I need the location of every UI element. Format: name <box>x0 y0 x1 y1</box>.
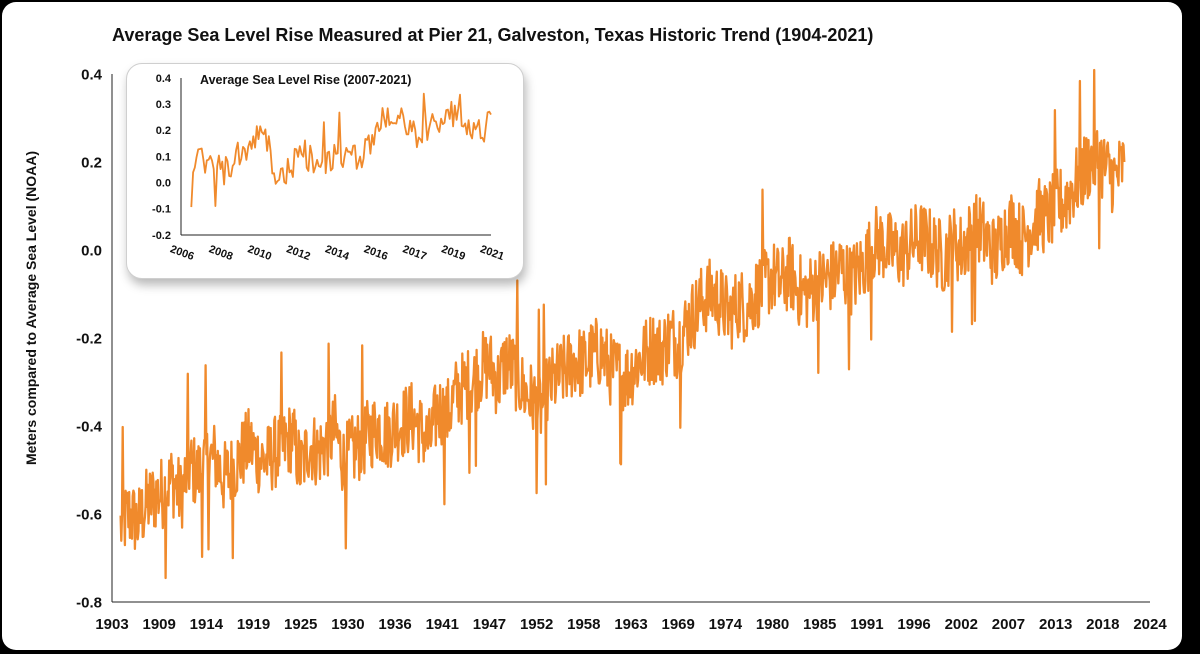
x-tick-label: 1947 <box>473 616 506 633</box>
y-tick-label: -0.4 <box>76 418 103 435</box>
x-tick-label: 2010 <box>246 243 273 263</box>
x-tick-label: 1914 <box>190 616 224 633</box>
inset-series-line <box>190 92 492 208</box>
x-tick-label: 1969 <box>661 616 694 633</box>
main-chart: Average Sea Level Rise Measured at Pier … <box>23 25 1167 633</box>
x-tick-label: 1974 <box>709 616 743 633</box>
x-tick-label: 1980 <box>756 616 789 633</box>
y-tick-label: 0.0 <box>156 178 171 190</box>
x-tick-label: 2019 <box>440 243 467 263</box>
y-tick-label: 0.4 <box>81 66 103 83</box>
inset-chart: Average Sea Level Rise (2007-2021) 0.4 0.… <box>152 73 506 263</box>
x-tick-label: 1925 <box>284 616 317 633</box>
tick-labels: 0.4 0.2 0.0 -0.2 -0.4 -0.6 -0.8 1903 1909 1914 191… <box>76 66 1167 633</box>
x-tick-label: 2016 <box>362 243 389 263</box>
y-tick-label: -0.6 <box>76 506 102 523</box>
x-tick-label: 2017 <box>401 243 428 263</box>
inset-chart-title: Average Sea Level Rise (2007-2021) <box>200 73 411 87</box>
x-tick-label: 1985 <box>803 616 836 633</box>
x-tick-label: 2024 <box>1133 616 1167 633</box>
x-tick-label: 1919 <box>237 616 270 633</box>
x-tick-label: 1903 <box>95 616 128 633</box>
x-tick-label: 2006 <box>168 243 195 263</box>
x-tick-label: 2018 <box>1086 616 1119 633</box>
x-tick-label: 1958 <box>567 616 600 633</box>
chart-card: Average Sea Level Rise Measured at Pier … <box>2 2 1182 650</box>
x-tick-label: 1936 <box>378 616 411 633</box>
x-tick-label: 1930 <box>331 616 364 633</box>
axes <box>111 74 1150 603</box>
x-tick-label: 2008 <box>207 243 234 263</box>
y-tick-label: 0.1 <box>156 151 171 163</box>
x-tick-label: 1963 <box>614 616 647 633</box>
x-tick-label: 1909 <box>142 616 175 633</box>
y-tick-label: 0.4 <box>156 73 172 85</box>
y-tick-label: 0.2 <box>81 154 102 171</box>
chart-title: Average Sea Level Rise Measured at Pier … <box>112 25 873 45</box>
y-axis-label: Meters compared to Average Sea Level (NO… <box>23 151 39 465</box>
y-tick-label: 0.2 <box>156 125 171 137</box>
x-tick-label: 2021 <box>478 243 505 263</box>
inset-axes <box>180 78 491 236</box>
x-tick-label: 1991 <box>850 616 883 633</box>
series-line <box>119 68 1126 580</box>
y-tick-label: -0.1 <box>152 204 171 216</box>
x-tick-label: 2002 <box>945 616 978 633</box>
x-tick-label: 1941 <box>426 616 459 633</box>
y-tick-label: 0.0 <box>81 242 102 259</box>
inset-chart-box: Average Sea Level Rise (2007-2021) 0.4 0.… <box>126 63 524 279</box>
x-tick-label: 2013 <box>1039 616 1072 633</box>
y-tick-label: 0.3 <box>156 99 171 111</box>
x-tick-label: 2012 <box>285 243 312 263</box>
y-tick-label: -0.8 <box>76 594 102 611</box>
x-tick-label: 1996 <box>897 616 930 633</box>
y-tick-label: -0.2 <box>76 330 102 347</box>
y-tick-label: -0.2 <box>152 230 171 242</box>
x-tick-label: 1952 <box>520 616 553 633</box>
x-tick-label: 2007 <box>992 616 1025 633</box>
x-tick-label: 2014 <box>323 243 351 263</box>
